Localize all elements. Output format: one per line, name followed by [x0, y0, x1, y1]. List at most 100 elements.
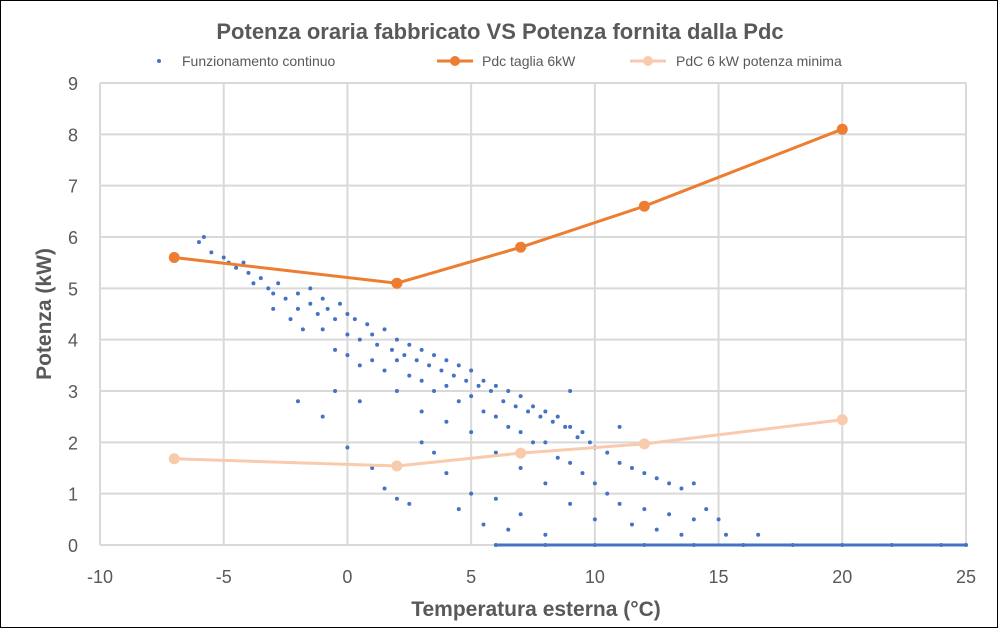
scatter-point	[704, 507, 709, 512]
scatter-point	[276, 281, 281, 286]
scatter-point	[357, 399, 362, 404]
scatter-point	[691, 517, 696, 522]
scatter-point	[357, 337, 362, 342]
scatter-point	[258, 276, 263, 281]
scatter-point	[679, 486, 684, 491]
scatter-point	[288, 317, 293, 322]
scatter-point	[543, 409, 548, 414]
series-marker-2	[168, 453, 180, 465]
scatter-point	[357, 363, 362, 368]
scatter-point	[493, 496, 498, 501]
y-tick-label: 7	[68, 177, 78, 197]
scatter-point	[315, 312, 320, 316]
scatter-point	[493, 414, 498, 419]
scatter-point	[481, 378, 486, 383]
scatter-point	[389, 347, 394, 352]
scatter-point	[419, 440, 424, 445]
scatter-point	[531, 404, 535, 409]
scatter-point	[407, 501, 412, 506]
scatter-point	[654, 527, 659, 532]
scatter-point	[716, 517, 721, 522]
legend-label: Pdc taglia 6kW	[482, 53, 576, 69]
scatter-point	[266, 286, 271, 291]
x-tick-label: 15	[709, 567, 729, 587]
scatter-point	[723, 532, 728, 537]
scatter-point	[382, 327, 387, 332]
scatter-point	[320, 296, 325, 301]
y-tick-label: 1	[68, 485, 78, 505]
scatter-point	[592, 543, 597, 547]
scatter-point	[300, 327, 305, 332]
scatter-point	[555, 455, 560, 460]
x-tick-label: 5	[466, 567, 476, 587]
scatter-point	[382, 368, 387, 373]
scatter-point	[295, 291, 300, 296]
scatter-point	[518, 512, 523, 517]
scatter-point	[365, 322, 370, 327]
scatter-point	[394, 389, 399, 393]
scatter-point	[444, 471, 449, 476]
scatter-point	[407, 342, 412, 347]
scatter-point	[345, 312, 350, 316]
scatter-point	[568, 460, 573, 465]
scatter-point	[308, 301, 313, 306]
scatter-point	[444, 383, 449, 388]
scatter-point	[234, 265, 239, 270]
legend-label: Funzionamento continuo	[182, 53, 336, 69]
scatter-point	[419, 378, 424, 383]
scatter-point	[840, 543, 845, 547]
series-marker-2	[638, 438, 650, 450]
scatter-point	[605, 491, 610, 496]
scatter-point	[605, 450, 610, 455]
y-tick-label: 8	[68, 125, 78, 145]
scatter-point	[251, 281, 256, 286]
scatter-point	[889, 543, 894, 547]
scatter-point	[518, 394, 523, 399]
x-tick-label: 0	[342, 567, 352, 587]
scatter-point	[617, 424, 622, 429]
scatter-point	[563, 424, 568, 429]
scatter-point	[575, 435, 580, 440]
scatter-point	[414, 358, 419, 363]
scatter-point	[427, 363, 432, 368]
scatter-point	[543, 543, 548, 547]
scatter-point	[543, 532, 548, 537]
scatter-point	[338, 301, 343, 306]
scatter-point	[402, 353, 407, 358]
scatter-point	[587, 440, 592, 445]
scatter-point	[513, 404, 518, 409]
scatter-point	[196, 240, 201, 245]
scatter-point	[667, 481, 672, 486]
scatter-point	[456, 399, 461, 404]
scatter-point	[741, 543, 746, 547]
scatter-point	[790, 543, 795, 547]
scatter-point	[209, 250, 214, 255]
legend-marker-scatter	[157, 59, 161, 63]
scatter-point	[518, 430, 523, 435]
scatter-point	[246, 270, 251, 275]
series-marker-1	[168, 252, 180, 264]
scatter-point	[654, 476, 659, 481]
scatter-point	[679, 532, 684, 537]
scatter-point	[221, 255, 226, 260]
scatter-point	[370, 332, 375, 337]
scatter-point	[531, 440, 535, 445]
legend-label: PdC 6 kW potenza minima	[676, 53, 842, 69]
scatter-point	[370, 358, 375, 363]
y-tick-label: 6	[68, 228, 78, 248]
y-tick-label: 3	[68, 382, 78, 402]
scatter-point	[568, 501, 573, 506]
series-marker-2	[515, 447, 527, 459]
scatter-point	[488, 389, 493, 393]
x-tick-label: 10	[585, 567, 605, 587]
scatter-point	[352, 317, 357, 322]
legend-marker-orange	[450, 56, 460, 66]
scatter-point	[295, 399, 300, 404]
scatter-point	[756, 532, 761, 537]
scatter-point	[201, 235, 206, 239]
scatter-point	[345, 353, 350, 358]
scatter-point	[283, 296, 288, 301]
scatter-point	[345, 445, 350, 450]
scatter-point	[444, 358, 449, 363]
scatter-point	[320, 327, 325, 332]
